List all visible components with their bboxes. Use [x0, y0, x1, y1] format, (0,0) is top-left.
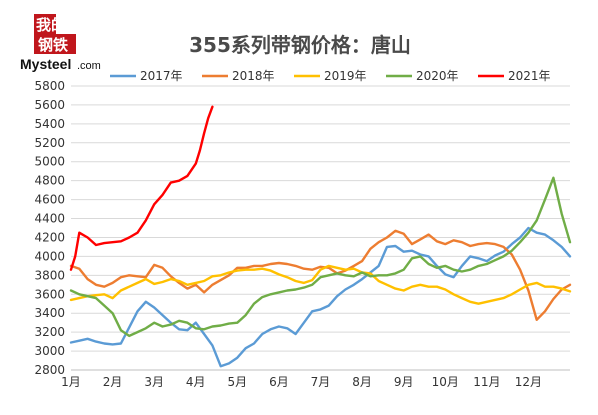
- y-tick-label: 4000: [34, 249, 65, 263]
- y-tick-label: 4200: [34, 230, 65, 244]
- series-line-2018年: [69, 229, 572, 321]
- x-tick-label: 6月: [269, 375, 289, 389]
- series-line-2017年: [69, 226, 572, 368]
- logo-box-bottom: [34, 34, 76, 54]
- legend-label-2017年: 2017年: [140, 69, 183, 83]
- series-lines: [69, 105, 572, 368]
- logo-cn-bottom: 钢铁: [38, 36, 68, 54]
- y-axis-ticks: 2800 3000 3200 3400 3600 3800 4000 4200 4400 4600…: [34, 79, 65, 377]
- y-tick-label: 4600: [34, 193, 65, 207]
- series-line-2019年: [69, 264, 572, 305]
- x-tick-label: 7月: [311, 375, 331, 389]
- x-axis-ticks: 1月 2月 3月 4月 5月 6月 7月 8月 9月 10月 11月 12月: [61, 375, 542, 389]
- y-tick-label: 2800: [34, 363, 65, 377]
- legend-label-2020年: 2020年: [416, 69, 459, 83]
- y-tick-label: 5600: [34, 98, 65, 112]
- logo-en: Mysteel: [20, 56, 71, 72]
- x-tick-label: 2月: [103, 375, 123, 389]
- y-tick-label: 5000: [34, 155, 65, 169]
- y-tick-label: 3400: [34, 306, 65, 320]
- legend-label-2021年: 2021年: [508, 69, 551, 83]
- logo-cn-top: 我的: [36, 16, 66, 34]
- x-tick-label: 4月: [186, 375, 206, 389]
- x-tick-label: 10月: [432, 375, 459, 389]
- x-tick-label: 5月: [228, 375, 248, 389]
- x-tick-label: 1月: [61, 375, 81, 389]
- y-tick-label: 5800: [34, 79, 65, 93]
- y-tick-label: 4800: [34, 174, 65, 188]
- x-tick-label: 12月: [515, 375, 542, 389]
- x-tick-label: 9月: [394, 375, 414, 389]
- legend-label-2018年: 2018年: [232, 69, 275, 83]
- y-tick-label: 3800: [34, 268, 65, 282]
- x-tick-label: 8月: [352, 375, 372, 389]
- y-tick-label: 3200: [34, 325, 65, 339]
- y-tick-label: 3600: [34, 287, 65, 301]
- y-tick-label: 5200: [34, 136, 65, 150]
- logo-box-top: [34, 14, 56, 34]
- y-tick-label: 4400: [34, 212, 65, 226]
- series-line-2020年: [69, 176, 572, 338]
- series-line-2021年: [69, 105, 214, 271]
- logo-com: .com: [77, 60, 101, 72]
- mysteel-logo: 我的 钢铁 Mysteel .com: [20, 14, 101, 72]
- y-tick-label: 5400: [34, 117, 65, 131]
- x-tick-label: 11月: [473, 375, 500, 389]
- gridlines: [71, 85, 570, 371]
- legend-label-2019年: 2019年: [324, 69, 367, 83]
- chart-legend: 2017年 2018年 2019年 2020年 2021年: [110, 69, 551, 83]
- chart-title: 355系列带钢价格：唐山: [189, 33, 411, 57]
- x-tick-label: 3月: [144, 375, 164, 389]
- y-tick-label: 3000: [34, 344, 65, 358]
